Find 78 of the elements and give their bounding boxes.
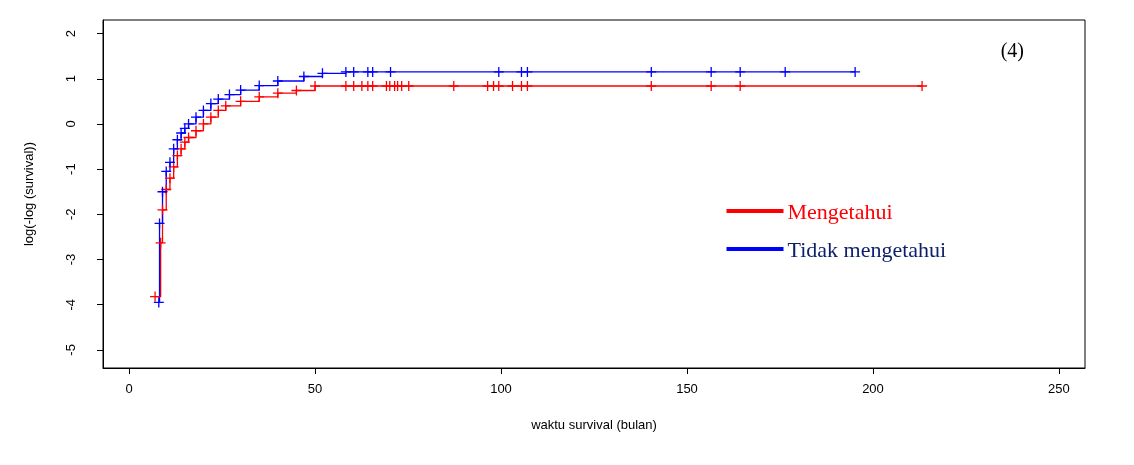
point xyxy=(164,172,176,184)
point xyxy=(506,80,519,92)
point xyxy=(153,296,165,309)
x-tick-label: 150 xyxy=(676,381,698,396)
point xyxy=(403,80,415,92)
point xyxy=(234,95,247,107)
point xyxy=(182,118,195,130)
point xyxy=(212,93,224,105)
point xyxy=(253,79,265,92)
point xyxy=(734,66,746,78)
y-tick-label: 2 xyxy=(63,29,78,38)
point xyxy=(153,217,166,230)
point xyxy=(160,165,172,178)
x-tick-label: 0 xyxy=(125,381,133,396)
point xyxy=(223,88,236,101)
point xyxy=(705,66,717,78)
point xyxy=(220,100,232,112)
point xyxy=(197,104,210,117)
x-axis-title: waktu survival (bulan) xyxy=(530,417,657,432)
y-tick-label: -3 xyxy=(63,253,78,266)
y-tick-label: -4 xyxy=(63,298,78,311)
y-tick-label: 0 xyxy=(63,120,78,128)
point xyxy=(168,143,180,155)
point xyxy=(272,87,284,99)
x-tick-label: 100 xyxy=(490,381,512,396)
annotation: (4) xyxy=(1000,39,1025,62)
point xyxy=(367,66,379,78)
point xyxy=(448,80,460,92)
y-tick-label: 1 xyxy=(63,75,78,83)
point xyxy=(348,66,360,78)
point xyxy=(164,156,176,169)
legend-label: Tidak mengetahui xyxy=(787,236,947,262)
y-axis-title: log(-log (survival)) xyxy=(21,141,36,247)
point xyxy=(309,80,321,92)
point xyxy=(182,131,195,144)
point xyxy=(734,80,746,92)
point xyxy=(316,67,329,79)
point xyxy=(156,186,169,198)
y-tick-label: -1 xyxy=(63,163,78,175)
x-tick-label: 250 xyxy=(1048,381,1070,396)
point xyxy=(149,290,161,303)
point xyxy=(155,237,167,249)
point xyxy=(340,66,352,78)
point xyxy=(367,80,379,92)
point xyxy=(348,80,360,92)
point xyxy=(179,122,191,135)
point xyxy=(272,75,284,87)
point xyxy=(779,66,791,78)
point xyxy=(340,80,352,92)
point xyxy=(171,134,184,146)
point xyxy=(290,84,303,97)
point xyxy=(190,111,202,123)
point xyxy=(521,80,534,92)
point xyxy=(916,80,928,92)
point xyxy=(645,66,657,78)
point xyxy=(156,204,169,216)
point xyxy=(298,70,310,83)
point xyxy=(171,149,184,162)
point xyxy=(212,104,224,117)
point xyxy=(234,84,247,96)
point xyxy=(705,80,717,92)
x-tick-label: 200 xyxy=(862,381,884,396)
x-tick-label: 50 xyxy=(307,381,323,396)
point xyxy=(253,91,265,103)
point xyxy=(493,66,505,78)
point xyxy=(160,183,172,196)
point xyxy=(384,66,397,78)
point xyxy=(205,97,217,110)
point xyxy=(645,80,657,92)
y-tick-label: -5 xyxy=(63,344,78,356)
y-tick-label: -2 xyxy=(63,208,78,221)
point xyxy=(205,111,217,123)
point xyxy=(197,118,210,130)
point xyxy=(190,125,202,137)
point xyxy=(521,66,534,78)
point xyxy=(493,80,505,92)
legend-label: Mengetahui xyxy=(787,198,893,224)
point xyxy=(849,66,861,78)
